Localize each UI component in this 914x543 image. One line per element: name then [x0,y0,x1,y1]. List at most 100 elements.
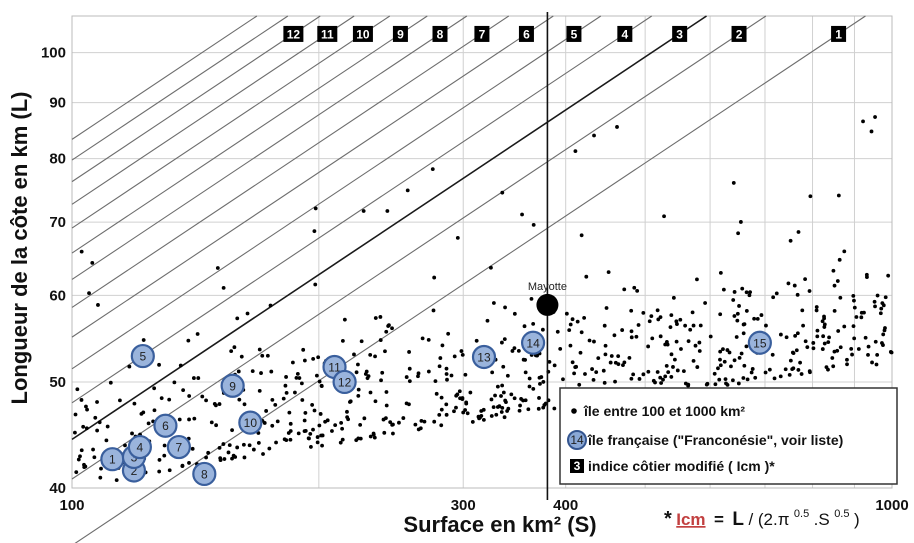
island-dot [368,390,373,395]
island-dot [879,306,884,311]
island-dot [181,388,186,393]
island-dot [432,275,437,280]
island-dot [851,324,856,329]
island-dot [444,372,449,376]
island-dot [536,406,541,411]
island-dot [866,344,871,349]
island-dot [583,372,587,376]
island-dot [440,343,445,348]
island-dot [431,308,436,313]
island-dot [616,362,621,367]
x-tick-label: 100 [59,497,84,514]
island-dot [371,432,376,437]
french-island-marker [471,344,497,370]
island-dot [259,371,263,375]
formula-l: L [732,509,744,530]
island-dot [795,292,800,297]
island-dot [735,311,740,316]
island-dot [615,125,619,129]
island-dot [73,430,77,435]
island-dot [383,349,387,354]
island-dot [489,414,494,418]
formula-exp1: 0.5 [794,508,809,520]
island-dot [822,325,827,329]
island-dot [313,206,318,211]
island-dot [505,373,510,378]
french-island-marker [130,343,155,369]
legend-entry-index: indice côtier modifié ( Icm )* [588,458,775,474]
x-tick-label: 300 [451,497,476,514]
island-dot [584,274,589,279]
island-dot [152,408,157,413]
island-dot [815,334,820,339]
island-dot [167,468,172,473]
island-dot [274,440,278,445]
island-dot [297,376,302,380]
island-dot [446,331,451,336]
island-dot [167,397,172,402]
island-dot [413,422,418,427]
y-tick-label: 80 [49,151,66,168]
island-dot [832,349,837,354]
island-dot [284,390,289,395]
island-dot [683,323,688,328]
island-dot [655,370,660,374]
island-dot [463,372,468,377]
mayotte-marker: Mayotte [528,281,567,316]
island-dot [114,478,119,483]
island-dot [87,291,91,295]
formula-rhs: / (2.π [748,510,789,529]
island-dot [75,387,80,392]
island-dot [574,364,579,369]
island-dot [750,367,755,371]
island-dot [296,431,301,436]
island-dot [308,432,313,436]
island-dot [269,369,274,374]
french-island-label: 15 [753,336,767,350]
iso-badge-label: 10 [356,27,370,41]
island-dot [373,316,378,320]
island-dot [646,344,651,349]
island-dot [99,466,103,471]
island-dot [401,416,406,420]
island-dot [315,435,320,439]
formula-star: * [664,508,672,530]
island-dot [420,336,425,341]
island-dot [874,362,879,367]
island-dot [538,381,542,386]
island-dot [230,428,234,433]
island-dot [187,461,191,465]
island-dot [786,281,791,286]
island-dot [572,371,577,376]
island-dot [439,407,444,412]
island-dot [717,377,722,382]
island-dot [434,391,439,396]
island-dot [312,229,317,234]
island-dot [570,317,575,322]
island-dot [407,350,411,354]
island-dot [759,313,764,317]
island-dot [637,377,642,381]
island-dot [539,375,544,379]
iso-badge [283,25,304,42]
island-dot [141,338,146,342]
island-dot [226,450,231,455]
island-dot [718,363,723,368]
island-dot [146,421,151,426]
island-dot [491,405,496,410]
island-dot [740,286,745,291]
island-dot [862,310,866,315]
island-dot [192,416,197,421]
iso-badge-label: 12 [287,27,301,41]
island-dot [294,376,299,380]
island-dot [718,312,723,317]
french-island-marker [332,369,357,395]
grid [71,15,893,489]
island-dot [313,282,318,287]
island-dot [749,370,754,375]
island-dot [668,325,673,330]
island-dot [426,338,431,342]
island-dot [742,322,747,327]
island-dot [407,379,412,384]
island-dot [856,347,861,351]
